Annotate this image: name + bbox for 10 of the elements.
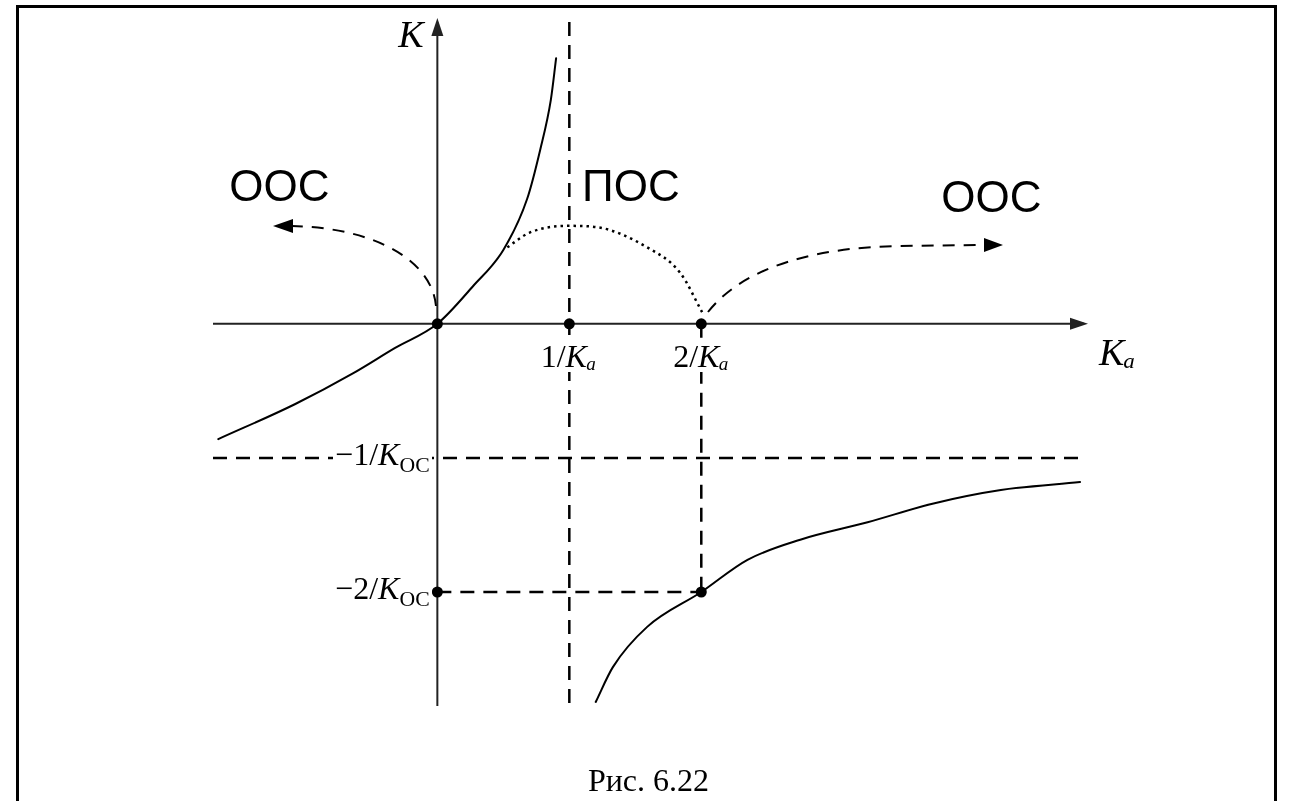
annotation: ООС <box>941 171 1042 221</box>
annotation: ООС <box>229 160 330 210</box>
x-tick-label: 2/Kₐ <box>671 337 731 374</box>
y-axis-title: K <box>398 12 424 55</box>
y-tick-label: −1/K$_{ОС}$ <box>334 436 431 477</box>
y-tick-label: −2/K$_{ОС}$ <box>334 570 431 611</box>
x-axis-title: Kₐ <box>1099 330 1136 373</box>
annotation: ПОС <box>582 160 680 210</box>
text: Рис. 6.22 <box>587 761 710 798</box>
x-tick-label: 1/Kₐ <box>538 337 599 374</box>
